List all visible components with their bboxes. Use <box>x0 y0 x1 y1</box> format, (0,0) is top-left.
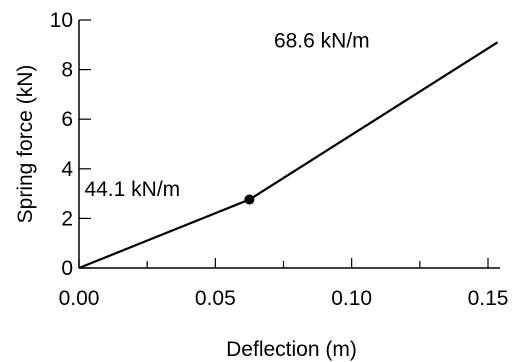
axes <box>78 20 500 269</box>
slope-annotation: 68.6 kN/m <box>274 29 370 52</box>
x-axis-label: Deflection (m) <box>226 338 357 361</box>
y-tick-label: 8 <box>61 59 73 82</box>
y-tick-label: 4 <box>61 158 73 181</box>
x-tick-label: 0.00 <box>59 287 100 310</box>
series-layer <box>78 41 499 270</box>
y-tick-label: 6 <box>61 108 73 131</box>
x-tick-label: 0.05 <box>195 287 236 310</box>
x-tick-label: 0.15 <box>468 287 509 310</box>
breakpoint-marker <box>244 194 255 205</box>
y-axis-label: Spring force (kN) <box>14 65 37 224</box>
y-tick-label: 2 <box>61 207 73 230</box>
y-tick-label: 10 <box>50 9 73 32</box>
slope-annotation: 44.1 kN/m <box>84 178 180 201</box>
x-tick-label: 0.10 <box>331 287 372 310</box>
y-tick-label: 0 <box>61 257 73 280</box>
annotations: 44.1 kN/m 68.6 kN/m <box>84 29 369 201</box>
series-line <box>78 41 499 270</box>
x-ticks: 0.00 0.05 0.10 0.15 <box>59 258 509 310</box>
y-ticks: 0 2 4 6 8 10 <box>50 9 91 280</box>
